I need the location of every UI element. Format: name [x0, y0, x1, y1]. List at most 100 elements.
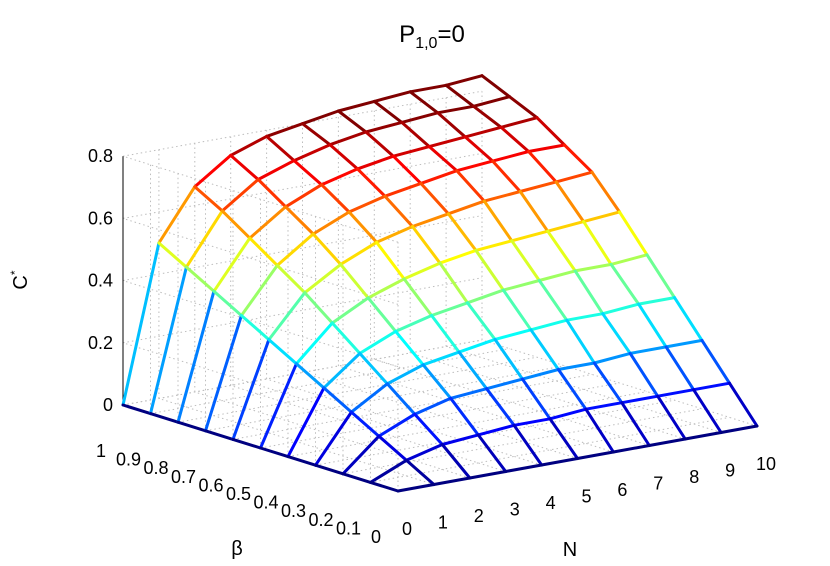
surface-edge [157, 241, 188, 269]
surface-edge [349, 410, 381, 438]
chart-title: P1,0=0 [399, 21, 465, 52]
surface-layer [121, 74, 759, 493]
surface-edge [700, 338, 731, 385]
surface-edge [432, 476, 472, 486]
surface-edge [413, 412, 444, 446]
surface-edge [485, 387, 516, 427]
surface-edge [590, 170, 621, 214]
grid-line [410, 352, 686, 440]
surface-edge [618, 210, 649, 257]
surface-edge [637, 296, 676, 306]
surface-edge [369, 480, 400, 493]
surface-edge [421, 350, 461, 367]
surface-edge [546, 220, 586, 233]
surface-edge [664, 345, 696, 392]
surface-edge [256, 159, 296, 181]
surface-edge [229, 134, 269, 157]
surface-edge [444, 83, 476, 108]
surface-edge [301, 122, 332, 147]
surface-edge [427, 145, 459, 173]
surface-edge [421, 363, 453, 400]
surface-edge [446, 212, 478, 252]
surface-edge [356, 154, 395, 171]
x-tick-label: 4 [546, 493, 556, 513]
surface-edge [265, 134, 296, 163]
surface-edge [628, 345, 668, 355]
grid-line [302, 372, 578, 459]
surface-edge [394, 329, 425, 367]
surface-edge [372, 99, 404, 124]
surface-edge [482, 199, 514, 243]
surface-edge [512, 423, 544, 467]
surface-edge [212, 289, 243, 317]
surface-edge [609, 253, 649, 266]
surface-edge [322, 351, 362, 390]
surface-edge [438, 261, 469, 305]
surface-edge [358, 329, 398, 355]
surface-edge [292, 143, 332, 163]
surface-edge [692, 381, 731, 392]
surface-edge [444, 74, 484, 87]
surface-edge [330, 321, 362, 355]
surface-edge [383, 181, 423, 198]
surface-edge [336, 99, 376, 113]
surface-edge [341, 472, 372, 484]
surface-edge [372, 90, 412, 103]
surface-edge [322, 386, 353, 414]
surface-edge [339, 262, 370, 300]
surface-edge [204, 314, 243, 433]
surface-edge [592, 361, 624, 405]
x-tick-label: 2 [474, 506, 484, 526]
surface-edge [501, 279, 541, 292]
surface-edge [402, 261, 442, 281]
y-tick-label: 0.8 [143, 458, 168, 478]
surface-edge [480, 74, 511, 99]
surface-edge [149, 265, 188, 416]
surface-edge [576, 450, 615, 460]
surface-edge [121, 403, 152, 416]
surface-edge [400, 120, 431, 149]
surface-edge [385, 363, 425, 386]
surface-edge [504, 463, 544, 473]
surface-edge [294, 321, 334, 366]
surface-edge [402, 277, 434, 317]
surface-edge [358, 351, 389, 386]
surface-edge [620, 394, 660, 405]
surface-edge [518, 180, 558, 193]
surface-edge [565, 318, 596, 365]
surface-edge [573, 262, 613, 273]
surface-edge [413, 396, 453, 416]
surface-edge [336, 109, 368, 134]
surface-edge [482, 190, 522, 203]
surface-edge [548, 417, 579, 460]
surface-edge [275, 263, 307, 295]
surface-edge [229, 153, 260, 181]
y-tick-label: 0.9 [116, 450, 141, 470]
y-axis-label: β [231, 538, 243, 560]
surface-edge [204, 429, 235, 441]
x-tick-label: 3 [510, 500, 520, 520]
surface-edge [121, 241, 161, 407]
y-tick-label: 0.4 [253, 493, 278, 513]
surface-edge [184, 209, 224, 269]
z-tick-label: 0.4 [88, 271, 113, 291]
surface-edge [510, 229, 550, 243]
surface-edge [347, 210, 379, 244]
surface-edge [493, 328, 533, 341]
surface-edge [375, 225, 414, 244]
surface-edge [404, 458, 436, 486]
surface-edge [565, 312, 605, 322]
surface-edge [220, 178, 260, 213]
surface-edge [377, 412, 417, 438]
surface-edge [493, 337, 524, 381]
surface-edge [419, 181, 450, 216]
y-tick-label: 0 [371, 527, 381, 547]
surface-edge [656, 394, 687, 441]
surface-edge [292, 159, 324, 187]
surface-edge [438, 248, 478, 265]
surface-edge [491, 150, 531, 163]
surface-edge [377, 434, 408, 462]
surface-edge [556, 368, 588, 411]
surface-edge [347, 194, 387, 214]
surface-edge [231, 437, 262, 450]
